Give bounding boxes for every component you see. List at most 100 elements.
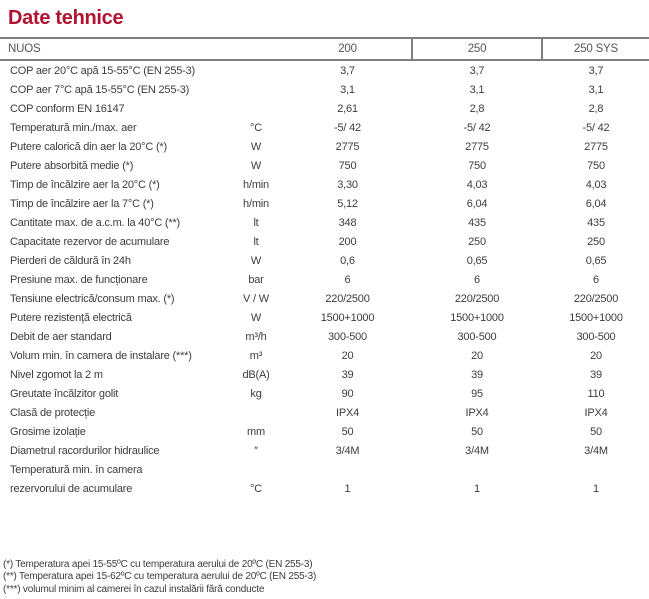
row-value: 50 bbox=[471, 426, 483, 438]
row-label: COP conform EN 16147 bbox=[10, 103, 125, 115]
row-value: 3,1 bbox=[340, 84, 355, 96]
row-value: 90 bbox=[341, 388, 354, 400]
table-row: Tensiune electrică/consum max. (*) V / W… bbox=[0, 290, 649, 309]
table-row: Diametrul racordurilor hidraulice ″ 3/4M… bbox=[0, 442, 649, 461]
row-value: 1 bbox=[474, 483, 480, 495]
row-value: 4,03 bbox=[585, 179, 607, 191]
footnote-line: (**) Temperatura apei 15-62ºC cu tempera… bbox=[3, 571, 317, 583]
row-value: 750 bbox=[468, 160, 486, 172]
row-value: 2775 bbox=[584, 141, 608, 153]
table-row: Temperatură min. în camera rezervorului d… bbox=[0, 461, 649, 499]
row-label: Grosime izolație bbox=[10, 426, 86, 438]
row-value: IPX4 bbox=[584, 407, 608, 419]
table-row: Temperatură min./max. aer °C -5/ 42 -5/ … bbox=[0, 119, 649, 138]
row-unit: ″ bbox=[254, 445, 258, 457]
row-unit: h/min bbox=[243, 198, 269, 210]
row-label: Putere absorbită medie (*) bbox=[10, 160, 134, 172]
row-value: 95 bbox=[471, 388, 483, 400]
row-unit: m³/h bbox=[245, 331, 267, 343]
row-value: 3,30 bbox=[337, 179, 358, 191]
row-value: 3,7 bbox=[588, 65, 604, 77]
row-label: Greutate încălzitor golit bbox=[10, 388, 119, 400]
row-value: 3,7 bbox=[340, 65, 355, 77]
table-row: Timp de încălzire aer la 7°C (*) h/min 5… bbox=[0, 195, 649, 214]
table-header-product: NUOS bbox=[8, 43, 41, 55]
table-row: Putere rezistență electrică W 1500+1000 … bbox=[0, 309, 649, 328]
row-value: 200 bbox=[338, 236, 357, 248]
table-row: Volum min. în camera de instalare (***) … bbox=[0, 347, 649, 366]
row-unit: dB(A) bbox=[242, 369, 270, 381]
table-header-col-250sys: 250 SYS bbox=[574, 43, 618, 55]
table-row: Clasă de protecție IPX4 IPX4 IPX4 bbox=[0, 404, 649, 423]
row-value: 220/2500 bbox=[454, 293, 500, 305]
row-label: Putere rezistență electrică bbox=[10, 312, 132, 324]
table-row: COP aer 7°C apă 15-55°C (EN 255-3) 3,1 3… bbox=[0, 81, 649, 100]
row-value: 250 bbox=[587, 236, 605, 248]
table-row: Pierderi de căldură în 24h W 0,6 0,65 0,… bbox=[0, 252, 649, 271]
page-title: Date tehnice bbox=[8, 7, 124, 29]
row-label: Timp de încălzire aer la 7°C (*) bbox=[10, 198, 154, 210]
row-value: 4,03 bbox=[466, 179, 488, 191]
row-value: 50 bbox=[341, 426, 354, 438]
row-value: 3/4M bbox=[335, 445, 360, 457]
row-value: 750 bbox=[338, 160, 357, 172]
row-value: 20 bbox=[341, 350, 354, 362]
footnote-line: (*) Temperatura apei 15-55ºC cu temperat… bbox=[3, 559, 313, 570]
row-unit: m³ bbox=[249, 350, 263, 362]
row-value: 300-500 bbox=[328, 331, 367, 343]
row-label: COP aer 20°C apă 15-55°C (EN 255-3) bbox=[10, 65, 196, 77]
table-row: Grosime izolație mm 50 50 50 bbox=[0, 423, 649, 442]
row-value: 300-500 bbox=[576, 331, 616, 343]
row-value: 2775 bbox=[465, 141, 489, 153]
row-label: Timp de încălzire aer la 20°C (*) bbox=[10, 179, 160, 191]
row-value: 3,1 bbox=[588, 84, 604, 96]
row-value: 2775 bbox=[335, 141, 360, 153]
row-value: 250 bbox=[468, 236, 486, 248]
row-value: 1 bbox=[593, 483, 599, 495]
row-value: 0,65 bbox=[585, 255, 607, 267]
row-unit: W bbox=[250, 141, 262, 153]
row-value: 3,1 bbox=[469, 84, 485, 96]
row-unit: bar bbox=[248, 274, 264, 286]
table-row: COP conform EN 16147 2,61 2,8 2,8 bbox=[0, 100, 649, 119]
row-value: 1500+1000 bbox=[569, 312, 623, 324]
row-value: 3/4M bbox=[465, 445, 489, 457]
row-value: IPX4 bbox=[335, 407, 360, 419]
table-row: Putere calorică din aer la 20°C (*) W 27… bbox=[0, 138, 649, 157]
row-label: Clasă de protecție bbox=[10, 407, 96, 419]
row-label: Temperatură min. în camera rezervorului d… bbox=[10, 464, 143, 495]
row-value: 0,65 bbox=[466, 255, 488, 267]
row-value: 348 bbox=[338, 217, 357, 229]
row-value: IPX4 bbox=[465, 407, 489, 419]
row-value: 435 bbox=[587, 217, 605, 229]
row-value: 3,7 bbox=[469, 65, 485, 77]
row-value: 5,12 bbox=[337, 198, 358, 210]
row-value: 20 bbox=[471, 350, 483, 362]
row-label: COP aer 7°C apă 15-55°C (EN 255-3) bbox=[10, 84, 190, 96]
row-value: 435 bbox=[468, 217, 486, 229]
row-unit: W bbox=[250, 312, 262, 324]
row-value: 39 bbox=[471, 369, 483, 381]
table-header-row: NUOS 200 250 250 SYS bbox=[0, 37, 649, 61]
row-unit: °C bbox=[250, 122, 262, 134]
row-value: 110 bbox=[587, 388, 605, 400]
row-label: Cantitate max. de a.c.m. la 40°C (**) bbox=[10, 217, 181, 229]
row-label: Putere calorică din aer la 20°C (*) bbox=[10, 141, 167, 153]
row-unit: W bbox=[250, 160, 262, 172]
footnote-line: (***) volumul minim al camerei în cazul … bbox=[3, 583, 265, 595]
row-unit: lt bbox=[253, 236, 259, 248]
row-value: 20 bbox=[590, 350, 602, 362]
row-unit: V / W bbox=[243, 293, 269, 305]
row-value: 2,8 bbox=[588, 103, 604, 115]
row-value: 6,04 bbox=[466, 198, 488, 210]
table-row: Timp de încălzire aer la 20°C (*) h/min … bbox=[0, 176, 649, 195]
row-label: Diametrul racordurilor hidraulice bbox=[10, 445, 160, 457]
row-value: 3/4M bbox=[584, 445, 608, 457]
table-row: Capacitate rezervor de acumulare lt 200 … bbox=[0, 233, 649, 252]
row-label: Temperatură min./max. aer bbox=[10, 122, 137, 134]
row-unit: kg bbox=[250, 388, 262, 400]
row-value: 220/2500 bbox=[325, 293, 370, 305]
row-unit: mm bbox=[247, 426, 265, 438]
row-value: 0,6 bbox=[340, 255, 355, 267]
